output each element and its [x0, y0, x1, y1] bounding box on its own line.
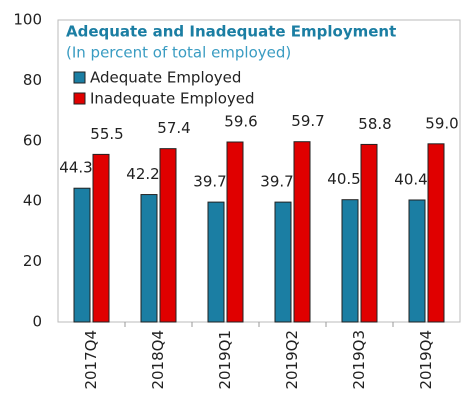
x-tick-label: 2019Q2 — [283, 330, 301, 390]
bar — [159, 148, 177, 323]
y-tick-label: 80 — [23, 71, 42, 89]
data-label: 57.4 — [157, 119, 190, 137]
y-tick-label: 0 — [32, 313, 42, 331]
x-tick-label: 2018Q4 — [149, 330, 167, 390]
bar — [293, 141, 311, 323]
legend-label: Inadequate Employed — [90, 90, 255, 108]
data-label: 40.5 — [327, 170, 360, 188]
data-label: 42.2 — [126, 165, 159, 183]
chart-subtitle: (In percent of total employed) — [66, 44, 291, 62]
y-tick-label: 100 — [13, 11, 42, 29]
data-label: 55.5 — [90, 125, 123, 143]
data-label: 39.7 — [193, 173, 226, 191]
y-tick-label: 20 — [23, 252, 42, 270]
y-tick-label: 40 — [23, 192, 42, 210]
data-label: 40.4 — [394, 170, 427, 188]
bar — [92, 153, 110, 323]
bar — [274, 201, 292, 323]
bar — [408, 199, 426, 323]
x-tick-label: 2019Q4 — [417, 330, 435, 390]
data-label: 39.7 — [260, 173, 293, 191]
bar — [341, 199, 359, 323]
bar — [73, 187, 91, 323]
bar — [427, 143, 445, 323]
data-label: 59.0 — [425, 114, 458, 132]
bar — [226, 141, 244, 323]
bar — [207, 201, 225, 323]
legend-swatch — [73, 92, 86, 105]
legend-label: Adequate Employed — [90, 69, 241, 87]
legend-swatch — [73, 71, 86, 84]
data-label: 59.6 — [224, 113, 257, 131]
data-label: 44.3 — [59, 159, 92, 177]
data-label: 58.8 — [358, 115, 391, 133]
data-label: 59.7 — [291, 112, 324, 130]
x-tick-label: 2017Q4 — [82, 330, 100, 390]
bar — [140, 194, 158, 323]
x-tick-label: 2019Q3 — [350, 330, 368, 390]
y-tick-label: 60 — [23, 131, 42, 149]
x-tick-label: 2019Q1 — [216, 330, 234, 390]
bar — [360, 143, 378, 323]
chart-title: Adequate and Inadequate Employment — [66, 23, 396, 41]
